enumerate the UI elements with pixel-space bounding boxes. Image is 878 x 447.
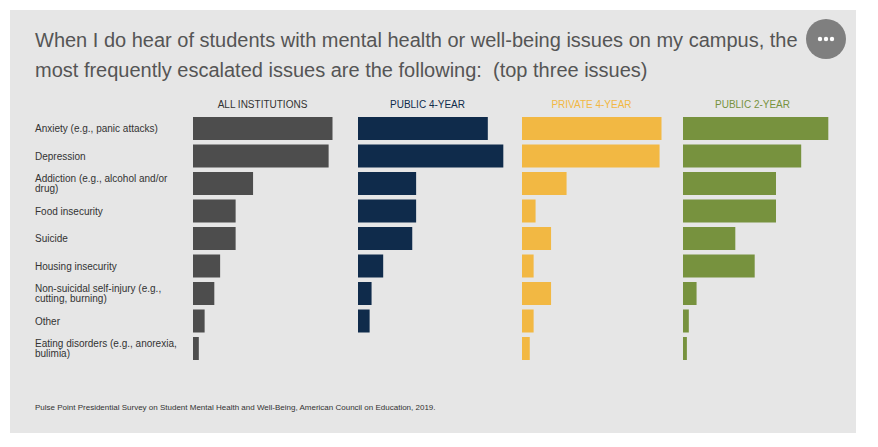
bar xyxy=(683,117,828,140)
bar xyxy=(522,282,551,305)
bar xyxy=(522,117,662,140)
bar xyxy=(522,172,567,195)
category-label: Non-suicidal self-injury (e.g.,cutting, … xyxy=(35,283,161,304)
bar xyxy=(193,282,214,305)
bar xyxy=(683,227,735,250)
bar xyxy=(358,117,488,140)
bar xyxy=(683,200,776,223)
menu-button-dot[interactable] xyxy=(824,37,828,41)
category-label: Eating disorders (e.g., anorexia,bulimia… xyxy=(35,338,177,359)
bar xyxy=(683,337,687,360)
panel-header: ALL INSTITUTIONS xyxy=(218,99,308,110)
category-label: Housing insecurity xyxy=(35,261,117,272)
bar xyxy=(522,227,551,250)
background xyxy=(10,10,856,433)
menu-button-dot[interactable] xyxy=(830,37,834,41)
category-label: Other xyxy=(35,316,61,327)
bar xyxy=(358,282,372,305)
bar xyxy=(522,145,660,168)
category-label: Depression xyxy=(35,151,86,162)
bar xyxy=(193,172,253,195)
panel-bars xyxy=(522,117,662,360)
menu-button-circle[interactable] xyxy=(806,19,846,59)
bar xyxy=(522,337,530,360)
title: When I do hear of students with mental h… xyxy=(35,29,798,81)
bar xyxy=(193,337,199,360)
category-label: Suicide xyxy=(35,233,68,244)
panel-header: PRIVATE 4-YEAR xyxy=(551,99,631,110)
bar xyxy=(193,255,220,278)
bar xyxy=(522,310,534,333)
panel-bars xyxy=(358,117,503,333)
bar xyxy=(193,117,333,140)
panel-header: PUBLIC 4-YEAR xyxy=(390,99,465,110)
bar xyxy=(358,145,503,168)
bar xyxy=(522,255,534,278)
category-label: Addiction (e.g., alcohol and/ordrug) xyxy=(35,173,168,194)
bar xyxy=(683,282,697,305)
bar xyxy=(193,227,236,250)
bar xyxy=(522,200,536,223)
menu-button[interactable] xyxy=(806,19,846,59)
source-note: Pulse Point Presidential Survey on Stude… xyxy=(35,403,436,412)
bar xyxy=(358,172,416,195)
bar xyxy=(193,145,329,168)
panel-bars xyxy=(193,117,333,360)
category-label: Food insecurity xyxy=(35,206,103,217)
bar xyxy=(358,200,416,223)
bar xyxy=(358,337,359,360)
bar xyxy=(358,310,370,333)
panel-header: PUBLIC 2-YEAR xyxy=(715,99,790,110)
menu-button-dot[interactable] xyxy=(818,37,822,41)
bar xyxy=(683,172,776,195)
bar xyxy=(193,310,205,333)
bar xyxy=(683,255,755,278)
category-label: Anxiety (e.g., panic attacks) xyxy=(35,123,158,134)
bar xyxy=(193,200,236,223)
bar xyxy=(683,310,689,333)
chart: When I do hear of students with mental h… xyxy=(0,0,878,447)
panel-bars xyxy=(683,117,828,360)
bar xyxy=(358,255,383,278)
bar xyxy=(683,145,801,168)
bar xyxy=(358,227,412,250)
